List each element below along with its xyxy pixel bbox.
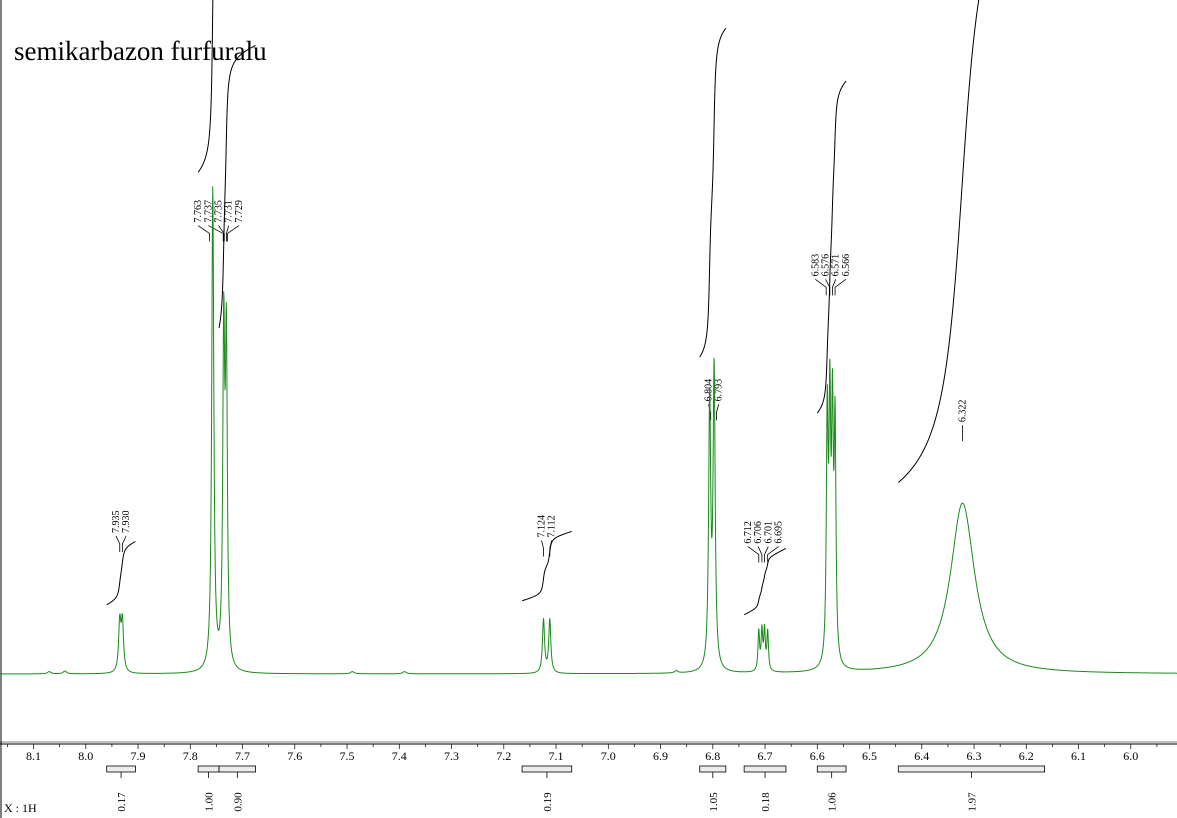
integral-value-label: 1.00	[204, 792, 216, 812]
peak-label: 6.793	[714, 379, 725, 402]
integral-curve	[743, 547, 787, 616]
peak-leader-line	[218, 225, 225, 242]
nucleus-label: X : 1H	[4, 801, 37, 815]
chart-title: semikarbazon furfuralu	[14, 36, 267, 66]
peak-leader-line	[767, 546, 779, 563]
x-tick-label: 6.1	[1071, 749, 1086, 763]
x-tick-label: 6.9	[653, 749, 668, 763]
integral-value-label: 1.06	[827, 792, 839, 812]
integral-curve	[197, 0, 214, 173]
x-tick-label: 6.4	[914, 749, 929, 763]
x-tick-label: 6.8	[705, 749, 720, 763]
peak-leader-line	[832, 279, 837, 296]
peak-label: 7.124	[537, 515, 548, 538]
peak-label: 6.322	[958, 400, 969, 423]
integral-curve	[816, 80, 847, 414]
peak-label: 7.731	[224, 200, 235, 223]
peak-label: 6.701	[763, 521, 774, 544]
x-tick-label: 8.0	[78, 749, 93, 763]
integral-value-label: 0.90	[232, 792, 244, 812]
peak-leader-line	[226, 225, 240, 242]
x-tick-label: 7.5	[340, 749, 355, 763]
peak-label: 7.930	[121, 510, 132, 533]
peak-leader-line	[825, 279, 831, 296]
integral-value-label: 1.05	[708, 792, 720, 812]
x-tick-label: 6.3	[967, 749, 982, 763]
x-tick-label: 6.6	[810, 749, 825, 763]
peak-label: 6.571	[831, 254, 842, 277]
peak-label: 7.737	[203, 200, 214, 223]
x-tick-label: 6.5	[862, 749, 877, 763]
peak-label: 7.729	[234, 200, 245, 222]
peak-leader-line	[225, 225, 230, 242]
x-tick-label: 6.7	[758, 749, 773, 763]
integral-curve	[897, 0, 980, 483]
peak-leader-line	[757, 546, 763, 563]
peak-leader-line	[121, 535, 127, 552]
integral-curve	[521, 530, 572, 602]
x-tick-label: 7.3	[444, 749, 459, 763]
peak-label: 6.583	[810, 254, 821, 277]
peak-leader-line	[549, 540, 553, 557]
peak-leader-line	[197, 225, 211, 242]
peak-label: 6.804	[703, 379, 714, 402]
peak-label: 7.112	[547, 515, 558, 537]
x-tick-label: 7.0	[601, 749, 616, 763]
peak-label: 6.706	[753, 521, 764, 544]
integral-value-label: 0.18	[760, 792, 772, 812]
peak-label: 6.566	[841, 254, 852, 277]
integral-region-box	[106, 765, 136, 773]
x-axis: 8.1 8.0 7.9 7.8 7.7 7.6 7.5 7.4 7.3 7.2 7.1 7.0 6.9 6…	[0, 741, 1177, 763]
integral-region-box	[816, 765, 847, 773]
x-tick-label: 7.6	[287, 749, 302, 763]
peak-leader-line	[764, 546, 769, 563]
integral-region-box	[218, 765, 257, 773]
x-tick-label: 7.4	[392, 749, 407, 763]
peak-leader-line	[115, 535, 121, 552]
peak-label: 7.935	[111, 510, 122, 533]
integral-value-label: 0.19	[542, 792, 554, 812]
peak-labels: 7.935 7.930 7.763 7.737 7.735 7.731 7.729 7.124…	[111, 200, 969, 563]
peak-label: 7.763	[193, 200, 204, 223]
peak-leader-line	[541, 540, 544, 557]
x-tick-label: 8.1	[26, 749, 41, 763]
integral-curve	[106, 540, 136, 606]
x-tick-label: 7.8	[183, 749, 198, 763]
integral-region-box	[897, 765, 1045, 773]
spectrum-line	[0, 186, 1177, 675]
peak-leader-line	[834, 279, 847, 296]
spectrum-trace	[0, 186, 1177, 675]
integral-region-box	[197, 765, 220, 773]
x-tick-label: 7.2	[496, 749, 511, 763]
integral-region-box	[743, 765, 787, 773]
peak-leader-line	[815, 279, 827, 296]
peak-leader-line	[716, 404, 720, 421]
x-tick-label: 7.1	[549, 749, 564, 763]
peak-leader-line	[208, 225, 224, 242]
integral-region-box	[521, 765, 573, 773]
peak-label: 7.735	[214, 200, 225, 223]
integral-curve	[699, 27, 727, 358]
x-tick-label: 7.7	[235, 749, 250, 763]
integral-curve	[218, 44, 256, 329]
integral-value-label: 0.17	[116, 792, 128, 812]
x-tick-label: 6.0	[1123, 749, 1138, 763]
integral-curves	[106, 0, 980, 616]
x-tick-label: 6.2	[1019, 749, 1034, 763]
peak-leader-line	[747, 546, 760, 563]
peak-label: 6.576	[821, 254, 832, 277]
peak-label: 6.695	[774, 521, 785, 544]
integral-value-label: 1.97	[966, 792, 978, 812]
peak-label: 6.712	[743, 521, 754, 544]
x-tick-label: 7.9	[131, 749, 146, 763]
integral-regions: 0.17 1.00 0.90 0.19 1.05 0.18 1.06 1.97	[106, 765, 1045, 812]
integral-region-box	[699, 765, 727, 773]
